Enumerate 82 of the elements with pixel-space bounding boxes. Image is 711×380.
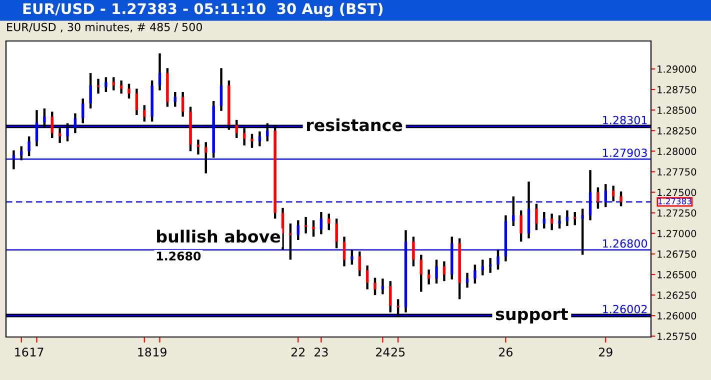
y-tick-label: 1.27750 xyxy=(658,168,696,176)
candlestick xyxy=(458,237,461,300)
ref-line-label: 1.26800 xyxy=(603,239,648,248)
candlestick xyxy=(196,138,200,156)
candlestick xyxy=(296,219,300,242)
y-tick-label: 1.27500 xyxy=(658,188,696,196)
candlestick xyxy=(566,209,569,228)
x-tick-label: 26 xyxy=(499,348,512,357)
candlestick xyxy=(320,210,323,236)
candlestick xyxy=(374,276,376,296)
y-tick-label: 1.28000 xyxy=(658,148,696,156)
candlestick xyxy=(535,202,538,232)
y-tick-label: 1.28500 xyxy=(658,106,696,114)
y-tick-label: 1.26250 xyxy=(658,292,696,299)
candlestick xyxy=(204,141,208,174)
candlestick xyxy=(89,72,92,110)
ref-line-label: support xyxy=(496,308,568,324)
candlestick xyxy=(612,184,615,202)
candlestick xyxy=(427,268,430,286)
candlestick xyxy=(488,256,492,274)
candlestick xyxy=(481,258,484,276)
candlestick xyxy=(328,212,330,232)
candlestick xyxy=(596,186,600,210)
candlestick xyxy=(466,272,469,289)
x-tick-label: 24 xyxy=(376,348,390,356)
x-tick-label: 17 xyxy=(30,348,44,356)
candlestick xyxy=(366,264,369,290)
y-tick-label: 1.26500 xyxy=(658,270,696,278)
y-tick-label: 1.27250 xyxy=(658,209,696,217)
y-tick-label: 1.28750 xyxy=(658,86,696,94)
y-tick-label: 1.26000 xyxy=(658,312,696,320)
ref-line-label: resistance xyxy=(307,118,402,132)
candlestick xyxy=(474,264,476,285)
x-tick-label: 23 xyxy=(314,348,328,357)
candlestick xyxy=(28,135,30,158)
ref-line-label: 1.28301 xyxy=(603,116,647,124)
candlestick xyxy=(420,254,422,293)
candlestick xyxy=(550,212,554,232)
x-tick-label: 25 xyxy=(391,348,405,357)
y-tick-label: 1.27000 xyxy=(658,230,696,238)
candlestick xyxy=(520,209,522,243)
y-tick-label: 1.26750 xyxy=(658,250,696,258)
y-tick-label: 1.25750 xyxy=(658,332,696,340)
candlestick xyxy=(620,190,622,208)
y-tick-label: 1.28250 xyxy=(658,127,696,134)
candlestick xyxy=(558,214,561,230)
candlestick xyxy=(112,76,115,92)
candlestick xyxy=(412,236,415,268)
x-tick-label: 22 xyxy=(291,348,304,356)
candlestick xyxy=(289,222,292,261)
annotation: 1.2680 xyxy=(156,252,201,261)
chart-subtitle: EUR/USD , 30 minutes, # 485 / 500 xyxy=(7,22,202,32)
x-tick-label: 29 xyxy=(598,348,612,357)
ref-line-label: 1.27903 xyxy=(603,148,647,157)
candlestick xyxy=(542,210,546,230)
candlestick xyxy=(312,219,315,238)
candlestick xyxy=(104,76,108,94)
candlestick xyxy=(381,278,384,296)
x-tick-label: 19 xyxy=(154,348,166,357)
candlestick xyxy=(150,79,154,123)
candlestick xyxy=(128,82,130,100)
candlestick xyxy=(358,250,361,278)
candlestick xyxy=(335,217,338,250)
annotation: bullish above xyxy=(157,230,280,243)
chart-title: EUR/USD - 1.27383 - 05:11:10 30 Aug (BST) xyxy=(23,2,383,18)
y-tick-label: 1.29000 xyxy=(658,65,696,73)
ref-line-label: 1.26002 xyxy=(603,304,647,314)
candlestick xyxy=(174,90,176,108)
candlestick xyxy=(135,88,138,116)
x-tick-label: 16 xyxy=(15,348,28,357)
candlestick xyxy=(143,104,146,123)
candlestick xyxy=(442,260,446,282)
candlestick xyxy=(258,130,262,148)
candlestick xyxy=(342,236,346,268)
candlestick xyxy=(435,258,438,285)
candlestick xyxy=(220,67,223,112)
candlestick xyxy=(181,90,184,118)
x-tick-label: 18 xyxy=(138,348,152,357)
candlestick xyxy=(304,216,308,235)
candlestick xyxy=(250,132,254,149)
candlestick xyxy=(166,67,169,108)
candlestick xyxy=(158,52,162,92)
